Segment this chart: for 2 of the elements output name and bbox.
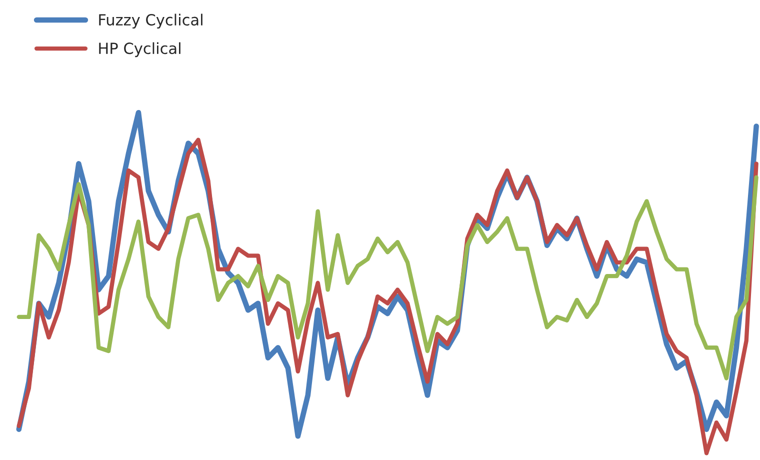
legend-label: Fuzzy Cyclical [99, 14, 202, 29]
legend-label: HP Cyclical [99, 42, 180, 58]
